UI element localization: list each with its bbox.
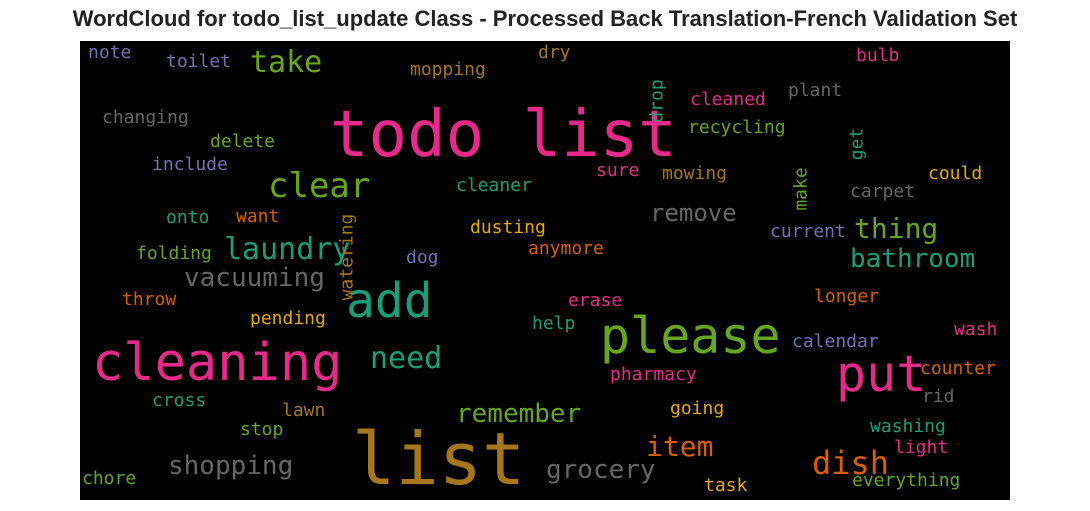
word-remember: remember [456, 399, 582, 429]
word-cleaned: cleaned [690, 89, 766, 110]
word-cross: cross [152, 390, 207, 411]
word-sure: sure [596, 160, 640, 181]
word-put: put [836, 345, 927, 403]
word-changing: changing [102, 107, 189, 128]
word-dish: dish [812, 444, 890, 482]
word-current: current [770, 221, 846, 242]
word-remove: remove [650, 199, 737, 227]
word-anymore: anymore [528, 238, 604, 259]
word-laundry: laundry [224, 232, 351, 267]
word-lawn: lawn [282, 400, 326, 421]
word-rid: rid [922, 386, 955, 407]
word-delete: delete [210, 131, 276, 152]
word-need: need [370, 341, 443, 376]
word-folding: folding [136, 243, 212, 264]
word-onto: onto [166, 207, 210, 228]
word-take: take [250, 45, 323, 80]
word-calendar: calendar [792, 331, 879, 352]
word-dog: dog [406, 247, 439, 268]
word-todo-list: todo list [330, 98, 677, 172]
word-help: help [532, 313, 576, 334]
word-clear: clear [268, 166, 371, 206]
word-watering: watering [335, 213, 357, 300]
word-could: could [928, 163, 983, 184]
word-light: light [894, 437, 949, 458]
word-toilet: toilet [166, 51, 232, 72]
word-dry: dry [538, 42, 571, 63]
word-bulb: bulb [856, 45, 900, 66]
word-plant: plant [788, 80, 843, 101]
word-dusting: dusting [470, 217, 546, 238]
word-item: item [646, 430, 714, 463]
word-throw: throw [122, 289, 177, 310]
word-carpet: carpet [850, 181, 916, 202]
word-washing: washing [870, 416, 946, 437]
word-wash: wash [954, 319, 998, 340]
word-shopping: shopping [168, 451, 294, 481]
word-grocery: grocery [546, 455, 656, 485]
word-going: going [670, 398, 725, 419]
word-recycling: recycling [688, 117, 786, 138]
word-make: make [790, 166, 812, 211]
word-add: add [346, 273, 433, 329]
word-cloud: todo list list cleaning please put add clear la… [80, 41, 1010, 500]
word-drop: drop [646, 78, 668, 123]
word-erase: erase [568, 290, 623, 311]
word-want: want [236, 206, 280, 227]
word-cleaner: cleaner [456, 175, 532, 196]
word-pharmacy: pharmacy [610, 364, 697, 385]
word-include: include [152, 154, 228, 175]
word-get: get [845, 127, 867, 160]
word-cleaning: cleaning [92, 333, 343, 393]
word-mowing: mowing [662, 163, 728, 184]
word-bathroom: bathroom [850, 244, 976, 274]
word-everything: everything [852, 470, 961, 491]
word-stop: stop [240, 419, 284, 440]
word-mopping: mopping [410, 59, 486, 80]
word-pending: pending [250, 308, 326, 329]
word-list: list [352, 417, 526, 500]
word-longer: longer [814, 286, 880, 307]
word-chore: chore [82, 468, 137, 489]
word-counter: counter [920, 358, 996, 379]
word-task: task [704, 475, 748, 496]
word-vacuuming: vacuuming [184, 263, 325, 293]
word-note: note [88, 42, 132, 63]
word-please: please [600, 307, 781, 365]
chart-title: WordCloud for todo_list_update Class - P… [72, 6, 1018, 31]
word-thing: thing [854, 212, 939, 245]
